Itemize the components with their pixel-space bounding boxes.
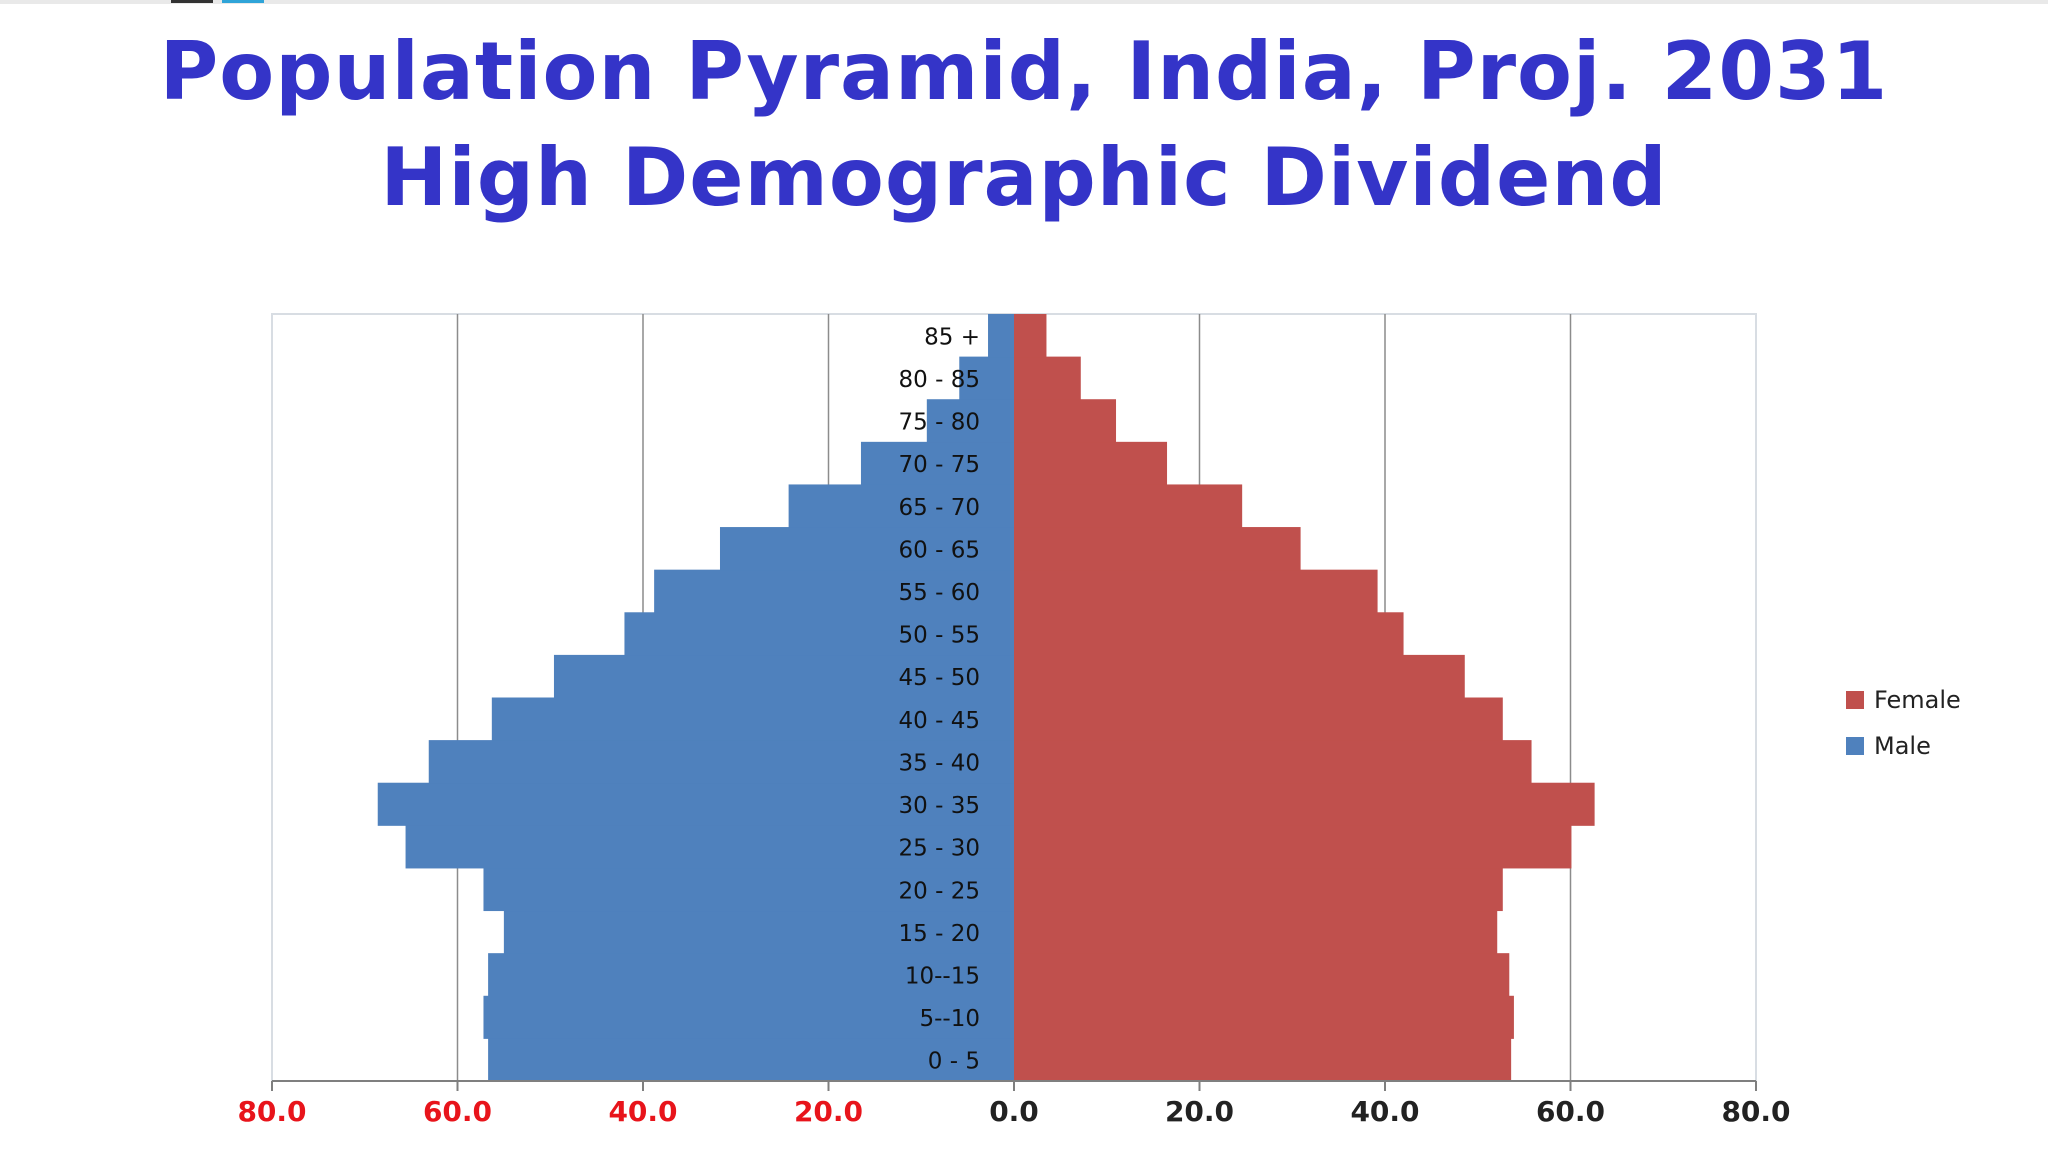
bar-male-11 [654, 569, 1014, 613]
bar-female-11 [1014, 569, 1378, 613]
category-label: 40 - 45 [899, 708, 980, 734]
bar-male-3 [503, 910, 1014, 954]
chart-legend: Female Male [1846, 684, 1961, 776]
category-label: 60 - 65 [899, 537, 980, 563]
category-label: 70 - 75 [899, 452, 980, 478]
bar-female-5 [1014, 825, 1572, 869]
bar-male-5 [405, 825, 1014, 869]
bar-female-16 [1014, 356, 1081, 400]
bar-male-8 [491, 697, 1014, 741]
x-tick-label: 40.0 [608, 1095, 677, 1128]
bar-female-6 [1014, 782, 1595, 826]
category-label: 20 - 25 [899, 878, 980, 904]
bar-male-1 [483, 995, 1015, 1039]
x-tick-label: 20.0 [794, 1095, 863, 1128]
bar-male-16 [959, 356, 1014, 400]
legend-item-female: Female [1846, 684, 1961, 716]
bar-male-12 [719, 527, 1014, 571]
legend-label-female: Female [1874, 686, 1961, 714]
legend-swatch-male [1846, 737, 1864, 755]
tab-marker-blue [222, 0, 264, 3]
bar-male-6 [377, 782, 1014, 826]
bar-female-1 [1014, 995, 1514, 1039]
bar-male-7 [428, 740, 1014, 784]
x-tick-label: 60.0 [1536, 1095, 1605, 1128]
legend-item-male: Male [1846, 730, 1961, 762]
legend-label-male: Male [1874, 732, 1931, 760]
category-label: 85 + [924, 324, 980, 350]
top-strip [0, 0, 2048, 4]
category-label: 0 - 5 [928, 1049, 980, 1075]
x-tick-label: 80.0 [237, 1095, 306, 1128]
bar-male-2 [488, 953, 1014, 997]
bar-male-14 [860, 441, 1014, 485]
legend-swatch-female [1846, 691, 1864, 709]
category-label: 35 - 40 [899, 750, 980, 776]
bar-male-17 [988, 314, 1014, 358]
x-tick-label: 20.0 [1165, 1095, 1234, 1128]
bar-female-9 [1014, 654, 1465, 698]
bar-female-7 [1014, 740, 1532, 784]
bar-female-8 [1014, 697, 1503, 741]
bar-female-4 [1014, 867, 1503, 912]
category-label: 25 - 30 [899, 836, 980, 862]
bar-male-13 [788, 484, 1014, 528]
bar-female-10 [1014, 612, 1404, 656]
bar-female-17 [1014, 314, 1047, 358]
category-label: 5--10 [920, 1006, 981, 1032]
bar-male-15 [926, 399, 1014, 443]
bar-male-10 [624, 612, 1014, 656]
bar-male-9 [553, 654, 1014, 698]
category-label: 30 - 35 [899, 793, 980, 819]
bar-male-4 [483, 867, 1015, 912]
bar-female-2 [1014, 953, 1510, 997]
bar-female-13 [1014, 484, 1243, 528]
bar-female-3 [1014, 910, 1498, 954]
x-tick-label: 40.0 [1350, 1095, 1419, 1128]
bar-female-0 [1014, 1038, 1512, 1082]
category-label: 50 - 55 [899, 623, 980, 649]
bar-female-14 [1014, 441, 1168, 485]
slide-title-line2: High Demographic Dividend [380, 131, 1668, 224]
tab-marker-dark [171, 0, 213, 3]
category-label: 75 - 80 [899, 410, 980, 436]
category-label: 80 - 85 [899, 367, 980, 393]
x-tick-label: 0.0 [989, 1095, 1039, 1128]
bar-female-12 [1014, 527, 1301, 571]
category-label: 45 - 50 [899, 665, 980, 691]
category-label: 65 - 70 [899, 495, 980, 521]
bar-female-15 [1014, 399, 1117, 443]
x-tick-label: 80.0 [1721, 1095, 1790, 1128]
category-label: 10--15 [905, 963, 980, 989]
bar-male-0 [488, 1038, 1014, 1082]
x-tick-label: 60.0 [423, 1095, 492, 1128]
slide-title-line1: Population Pyramid, India, Proj. 2031 [159, 25, 1889, 118]
category-label: 15 - 20 [899, 921, 980, 947]
category-label: 55 - 60 [899, 580, 980, 606]
